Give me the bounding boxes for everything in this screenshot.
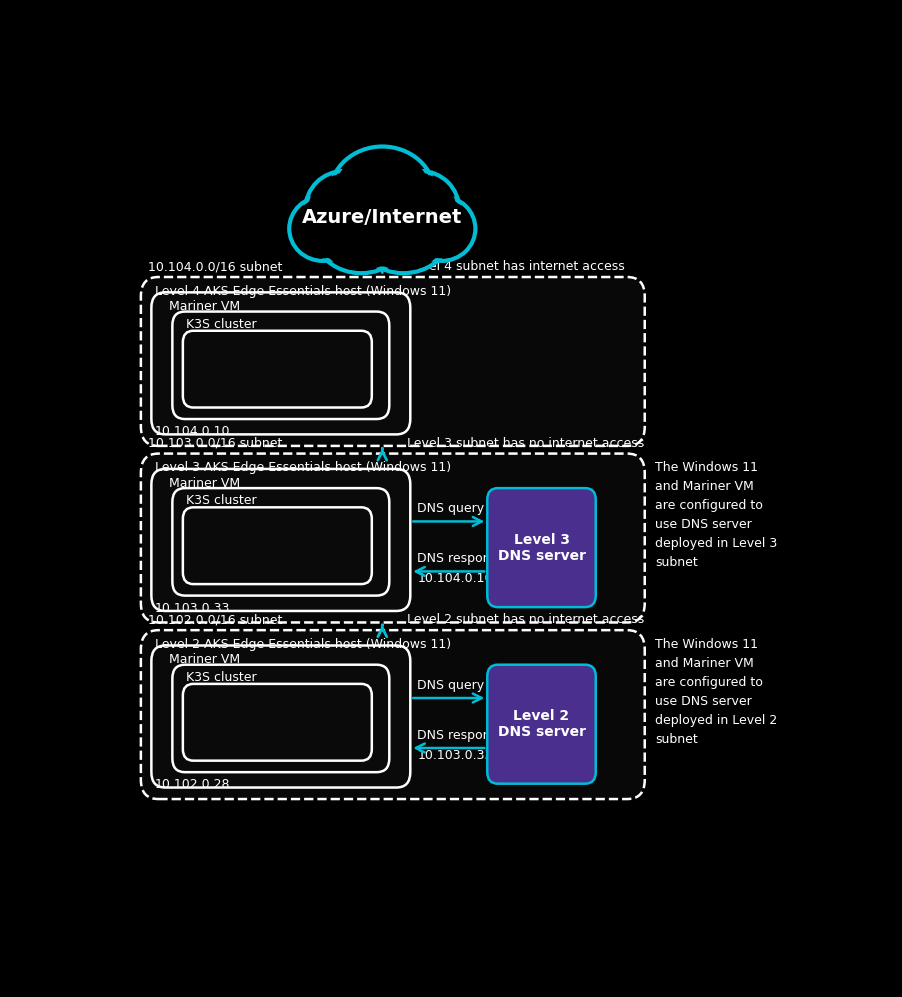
Ellipse shape <box>329 147 435 241</box>
FancyBboxPatch shape <box>172 311 389 419</box>
Ellipse shape <box>410 199 472 258</box>
Ellipse shape <box>385 174 456 245</box>
Ellipse shape <box>291 199 354 258</box>
Text: 10.103.0.0/16 subnet: 10.103.0.0/16 subnet <box>148 437 282 450</box>
Text: Level 2 AKS Edge Essentials host (Windows 11): Level 2 AKS Edge Essentials host (Window… <box>155 638 450 651</box>
Text: Level 2 subnet has no internet access: Level 2 subnet has no internet access <box>407 613 643 626</box>
Text: Level 4 AKS Edge Essentials host (Windows 11): Level 4 AKS Edge Essentials host (Window… <box>155 285 450 298</box>
FancyBboxPatch shape <box>172 665 389 772</box>
Text: K3S cluster: K3S cluster <box>186 671 257 684</box>
Text: DNS query: DNS query <box>417 502 483 515</box>
Text: DNS response: DNS response <box>417 552 504 565</box>
FancyBboxPatch shape <box>152 645 410 788</box>
FancyBboxPatch shape <box>141 454 644 622</box>
Text: Mariner VM: Mariner VM <box>169 300 240 313</box>
Text: Level 3
DNS server: Level 3 DNS server <box>497 532 584 562</box>
FancyBboxPatch shape <box>141 277 644 446</box>
Ellipse shape <box>382 171 459 248</box>
Text: The Windows 11
and Mariner VM
are configured to
use DNS server
deployed in Level: The Windows 11 and Mariner VM are config… <box>655 462 777 569</box>
Text: Mariner VM: Mariner VM <box>169 653 240 666</box>
Text: Mariner VM: Mariner VM <box>169 477 240 490</box>
Ellipse shape <box>319 202 402 270</box>
FancyBboxPatch shape <box>182 684 372 761</box>
Text: Level 3 AKS Edge Essentials host (Windows 11): Level 3 AKS Edge Essentials host (Window… <box>155 462 450 475</box>
Text: 10.103.0.33: 10.103.0.33 <box>417 749 492 762</box>
Text: Level 4 subnet has internet access: Level 4 subnet has internet access <box>407 260 624 273</box>
Ellipse shape <box>408 196 474 261</box>
Text: 10.104.0.0/16 subnet: 10.104.0.0/16 subnet <box>148 260 282 273</box>
Text: K3S cluster: K3S cluster <box>186 495 257 507</box>
Text: The Windows 11
and Mariner VM
are configured to
use DNS server
deployed in Level: The Windows 11 and Mariner VM are config… <box>655 638 777 746</box>
Text: DNS query: DNS query <box>417 679 483 692</box>
Ellipse shape <box>361 202 445 270</box>
Text: 10.102.0.0/16 subnet: 10.102.0.0/16 subnet <box>148 613 282 626</box>
FancyBboxPatch shape <box>152 292 410 435</box>
Text: 10.103.0.33: 10.103.0.33 <box>155 602 230 615</box>
Text: Level 3 subnet has no internet access: Level 3 subnet has no internet access <box>407 437 643 450</box>
Ellipse shape <box>308 174 379 245</box>
Text: 10.102.0.28: 10.102.0.28 <box>155 779 230 792</box>
Text: DNS response: DNS response <box>417 729 504 742</box>
Text: Azure/Internet: Azure/Internet <box>302 207 462 226</box>
Text: 10.104.0.10: 10.104.0.10 <box>155 426 230 439</box>
Ellipse shape <box>316 199 407 273</box>
FancyBboxPatch shape <box>152 469 410 611</box>
Ellipse shape <box>357 199 448 273</box>
FancyBboxPatch shape <box>172 489 389 595</box>
Text: Level 2
DNS server: Level 2 DNS server <box>497 709 584 740</box>
FancyBboxPatch shape <box>182 507 372 584</box>
FancyBboxPatch shape <box>487 665 595 784</box>
FancyBboxPatch shape <box>141 630 644 799</box>
Ellipse shape <box>334 151 430 238</box>
Ellipse shape <box>289 196 356 261</box>
Text: K3S cluster: K3S cluster <box>186 318 257 331</box>
FancyBboxPatch shape <box>487 489 595 607</box>
Text: 10.104.0.10: 10.104.0.10 <box>417 572 492 585</box>
FancyBboxPatch shape <box>182 331 372 408</box>
Ellipse shape <box>305 171 382 248</box>
